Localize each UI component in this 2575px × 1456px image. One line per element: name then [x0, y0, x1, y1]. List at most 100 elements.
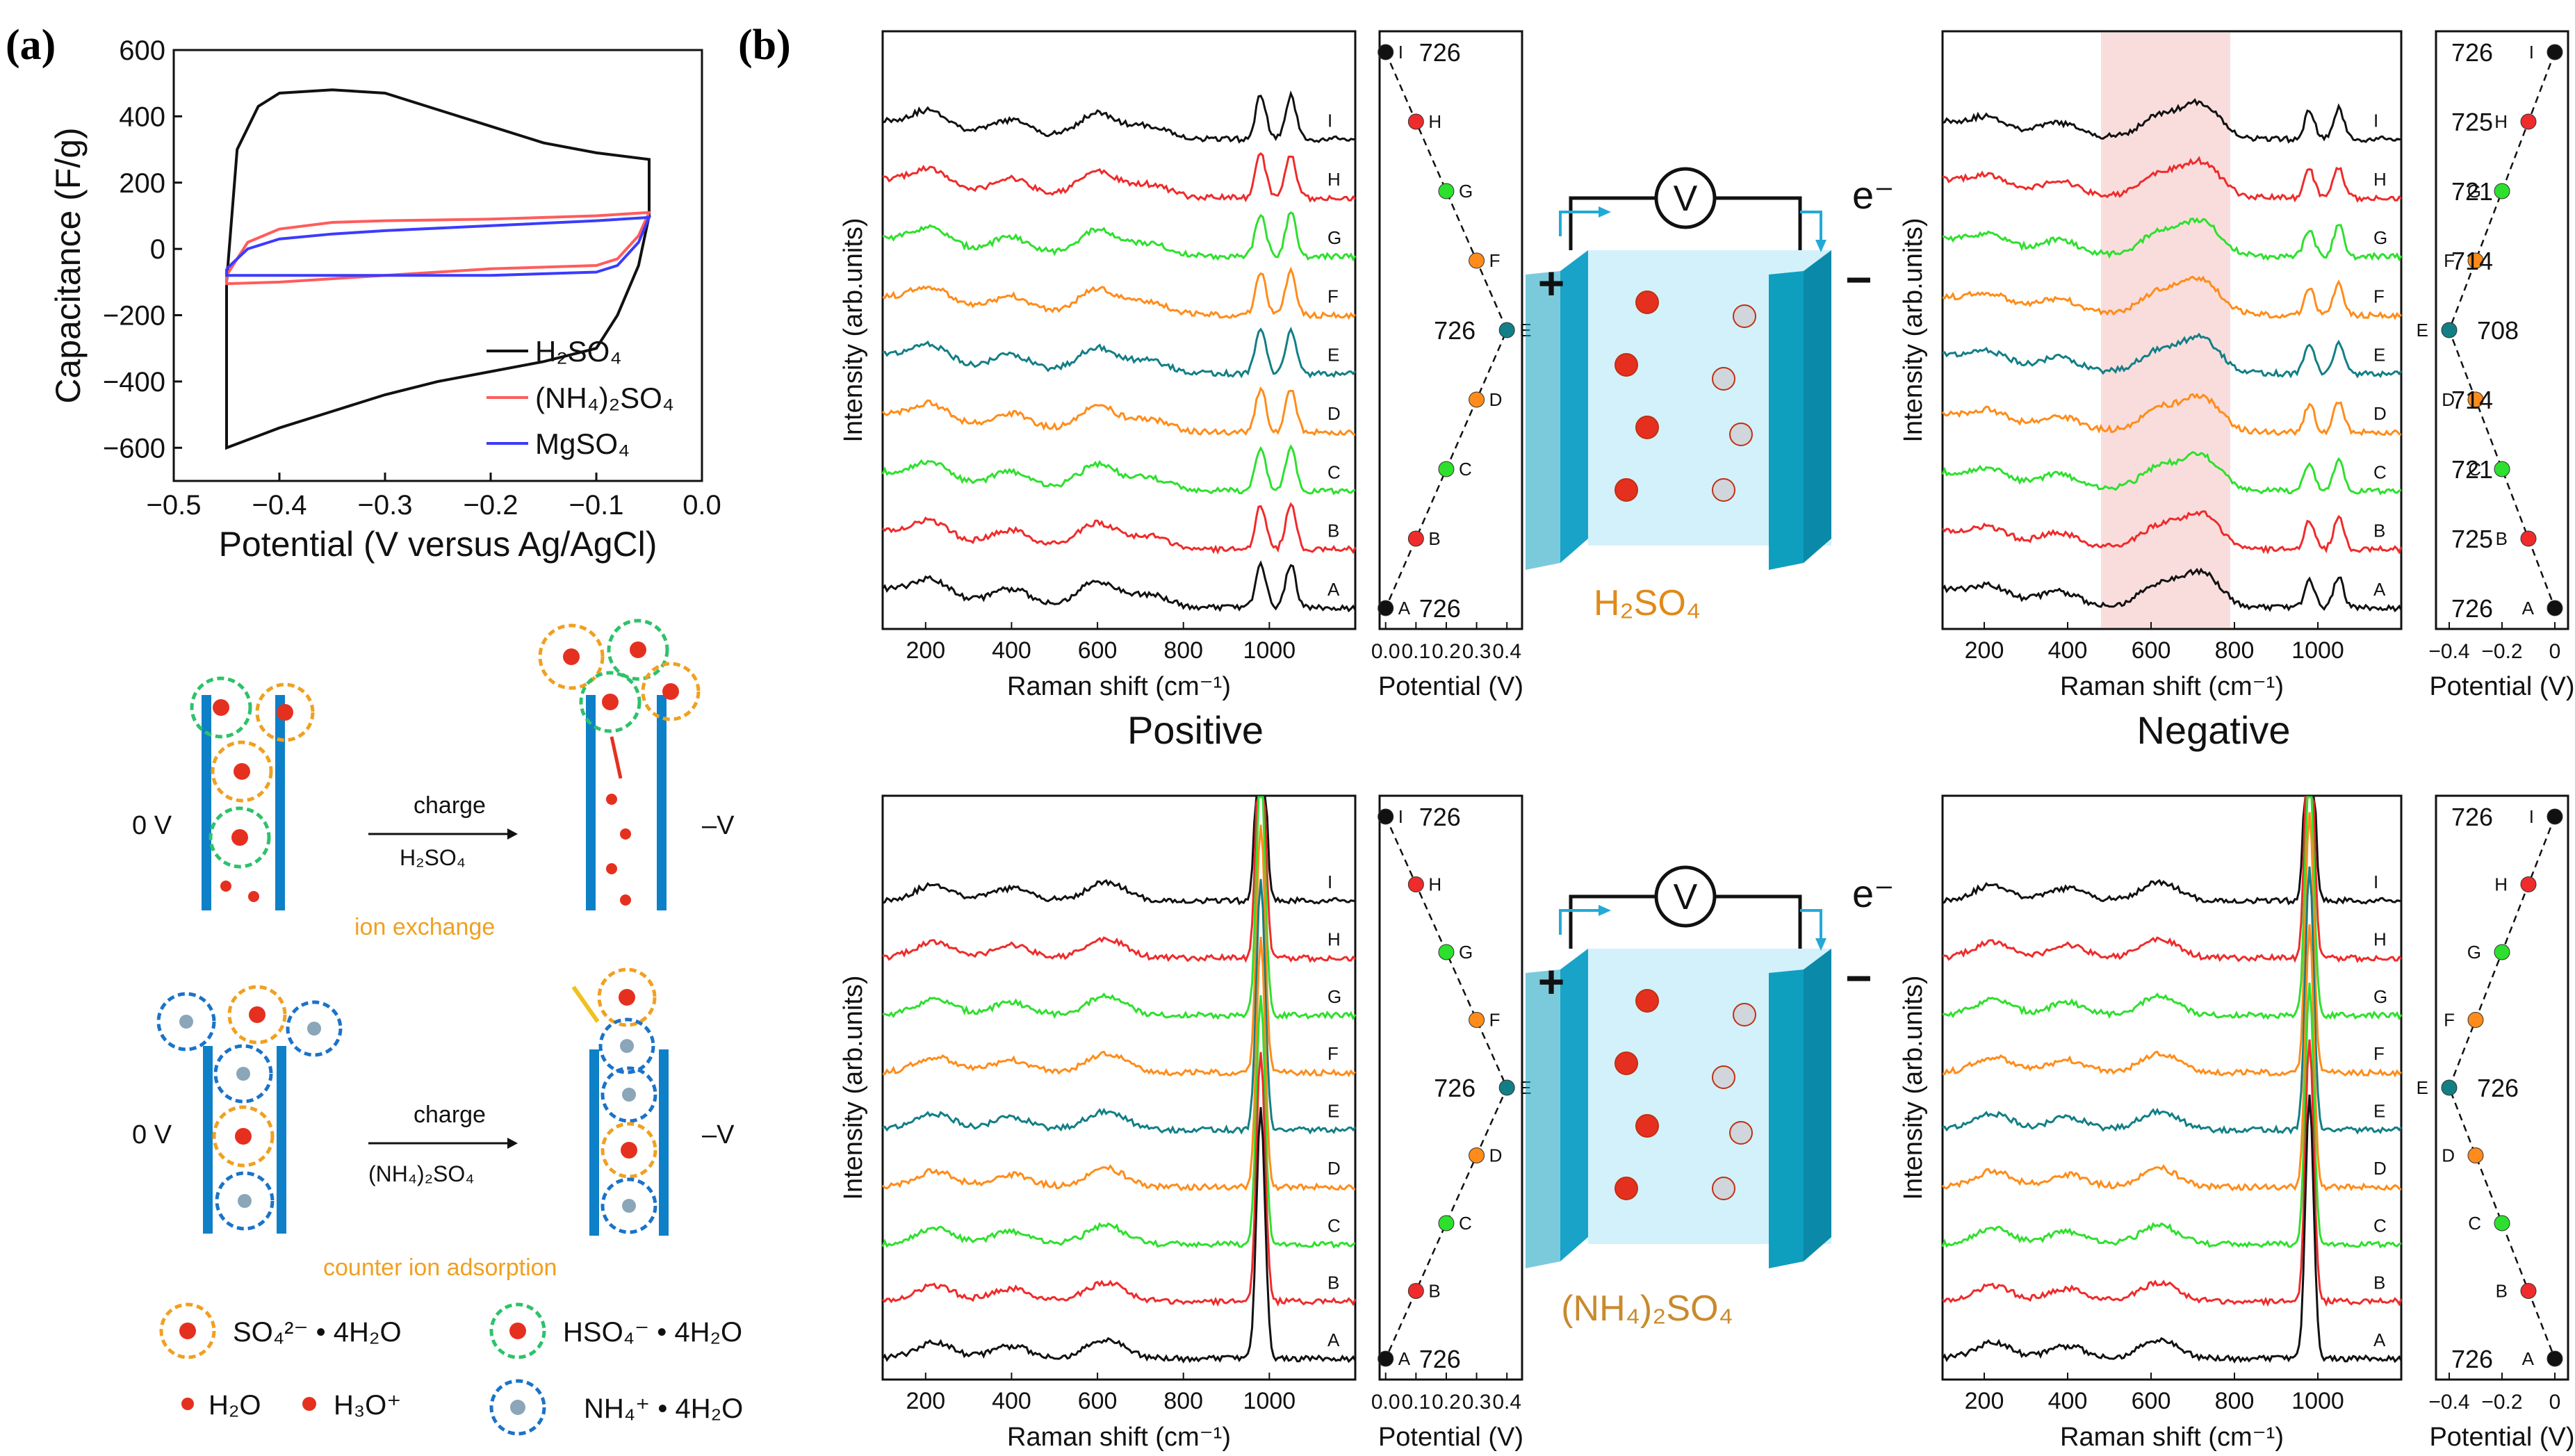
ion-molecule [1615, 1177, 1638, 1200]
electron-label: e⁻ [1852, 872, 1895, 915]
pore-top-right [538, 619, 701, 910]
pore-bottom-right [571, 967, 669, 1236]
potential-value-H: 725 [2451, 108, 2493, 136]
current-arrow-in [1559, 211, 1599, 236]
arrow-head-out [1815, 240, 1826, 252]
potential-point-B [1407, 530, 1424, 547]
raman-curve-G [1942, 796, 2403, 1021]
voltmeter-icon [1654, 865, 1717, 928]
potential-value-I: 726 [1419, 803, 1461, 831]
potential-point-D [2467, 1147, 2484, 1163]
raman-curve-I [1942, 796, 2401, 906]
raman-curve-label-E: E [2373, 1101, 2385, 1122]
h3o-icon [302, 1397, 316, 1411]
potential-point-E [1498, 1079, 1515, 1096]
potential-point-label-F: F [2444, 1010, 2455, 1031]
raman-curve-label-F: F [2373, 286, 2385, 306]
raman-panel-h2so4-neg: 200 400 600 800 1000 Raman shift (cm⁻¹) Intens… [1899, 30, 2403, 701]
potential-point-B [2520, 1283, 2537, 1299]
cv-ylabel: Capacitance (F/g) [49, 127, 88, 403]
potential-dashed-line [2448, 816, 2556, 1359]
schematic-electrolyte-top: H₂SO₄ [400, 845, 466, 870]
ion-molecule [1712, 1177, 1735, 1200]
potential-xtick-label: −0.2 [2481, 1391, 2522, 1414]
potential-value-I: 726 [1419, 38, 1461, 67]
ion-molecule [1615, 353, 1638, 377]
raman-curve-label-H: H [1327, 169, 1341, 190]
cv-ytick-label: 400 [119, 101, 165, 132]
plus-label: + [1538, 956, 1565, 1007]
positive-electrode-face [1526, 970, 1560, 1268]
raman-ylabel: Intensity (arb.units) [1899, 975, 1928, 1200]
potential-xtick-label: 0.3 [1462, 1391, 1491, 1414]
raman-curve-C [1941, 450, 2402, 496]
raman-curve-label-I: I [2373, 110, 2378, 131]
potential-point-C [2494, 1215, 2510, 1232]
raman-curve-label-B: B [1327, 1273, 1339, 1293]
potential-xlabel: Potential (V) [2429, 1423, 2574, 1452]
plus-label: + [1538, 257, 1565, 309]
potential-point-D [1469, 1147, 1485, 1163]
potential-point-label-B: B [1428, 528, 1440, 549]
raman-xlabel: Raman shift (cm⁻¹) [1007, 672, 1231, 701]
raman-curve-label-C: C [2373, 1215, 2387, 1236]
raman-curve-label-A: A [1327, 579, 1340, 600]
negative-electrode-face [1769, 970, 1804, 1268]
raman-curve-A [881, 560, 1357, 613]
raman-curve-H [882, 796, 1356, 963]
potential-point-label-C: C [1459, 459, 1472, 480]
raman-curve-D [881, 936, 1356, 1192]
current-arrow-out [1800, 211, 1822, 240]
cell-wire-left [1569, 196, 1658, 250]
raman-curve-label-B: B [1327, 521, 1339, 541]
raman-curve-F [1942, 275, 2402, 320]
potential-point-B [1407, 1283, 1424, 1299]
arrow-head-out [1815, 938, 1826, 951]
cv-xtick-label: 0.0 [682, 490, 721, 521]
potential-point-label-D: D [1489, 389, 1503, 410]
potential-value-I: 726 [2451, 803, 2493, 831]
raman-curve-label-D: D [1327, 1158, 1341, 1179]
raman-xlabel: Raman shift (cm⁻¹) [2060, 1423, 2284, 1452]
raman-curve-label-B: B [2373, 1273, 2385, 1293]
potential-value-A: 726 [1419, 594, 1461, 623]
cv-curve-2 [225, 215, 652, 277]
potential-point-label-G: G [1459, 942, 1473, 963]
raman-curve-F [1942, 812, 2402, 1078]
potential-point-label-G: G [2467, 942, 2481, 963]
negative-electrode-face [1769, 271, 1804, 570]
raman-curve-label-E: E [1327, 345, 1339, 366]
raman-curve-label-H: H [2373, 929, 2387, 950]
current-arrow-in [1559, 909, 1599, 935]
potential-point-A [2547, 1350, 2563, 1367]
cv-ytick-label: 600 [119, 35, 165, 66]
raman-xtick-label: 1000 [1243, 1388, 1296, 1414]
potential-point-C [1438, 461, 1455, 477]
raman-curve-label-D: D [1327, 403, 1341, 424]
voltmeter-icon [1654, 167, 1717, 229]
potential-point-H [1407, 876, 1424, 892]
schematic-negv-bottom: –V [702, 1120, 735, 1150]
potential-point-E [1498, 322, 1515, 338]
minus-label: − [1845, 254, 1872, 305]
raman-curve-label-I: I [2373, 872, 2378, 892]
potential-xtick-label: 0.2 [1432, 1391, 1461, 1414]
potential-point-H [2520, 113, 2537, 130]
potential-point-F [1469, 252, 1485, 269]
ion-molecule [1615, 478, 1638, 502]
raman-curve-A [1941, 1095, 2403, 1364]
potential-point-label-I: I [1398, 42, 1403, 63]
potential-point-label-D: D [2442, 389, 2455, 410]
ion-molecule [1729, 423, 1753, 446]
raman-curve-label-D: D [2373, 1158, 2387, 1179]
pore-top-left [190, 676, 315, 910]
raman-xtick-label: 600 [1078, 637, 1118, 664]
raman-curve-H [1942, 796, 2402, 963]
raman-curve-label-F: F [1327, 286, 1339, 306]
potential-value-B: 725 [2451, 525, 2493, 553]
potential-point-label-I: I [2529, 806, 2534, 827]
panel-label-b: (b) [738, 22, 791, 69]
